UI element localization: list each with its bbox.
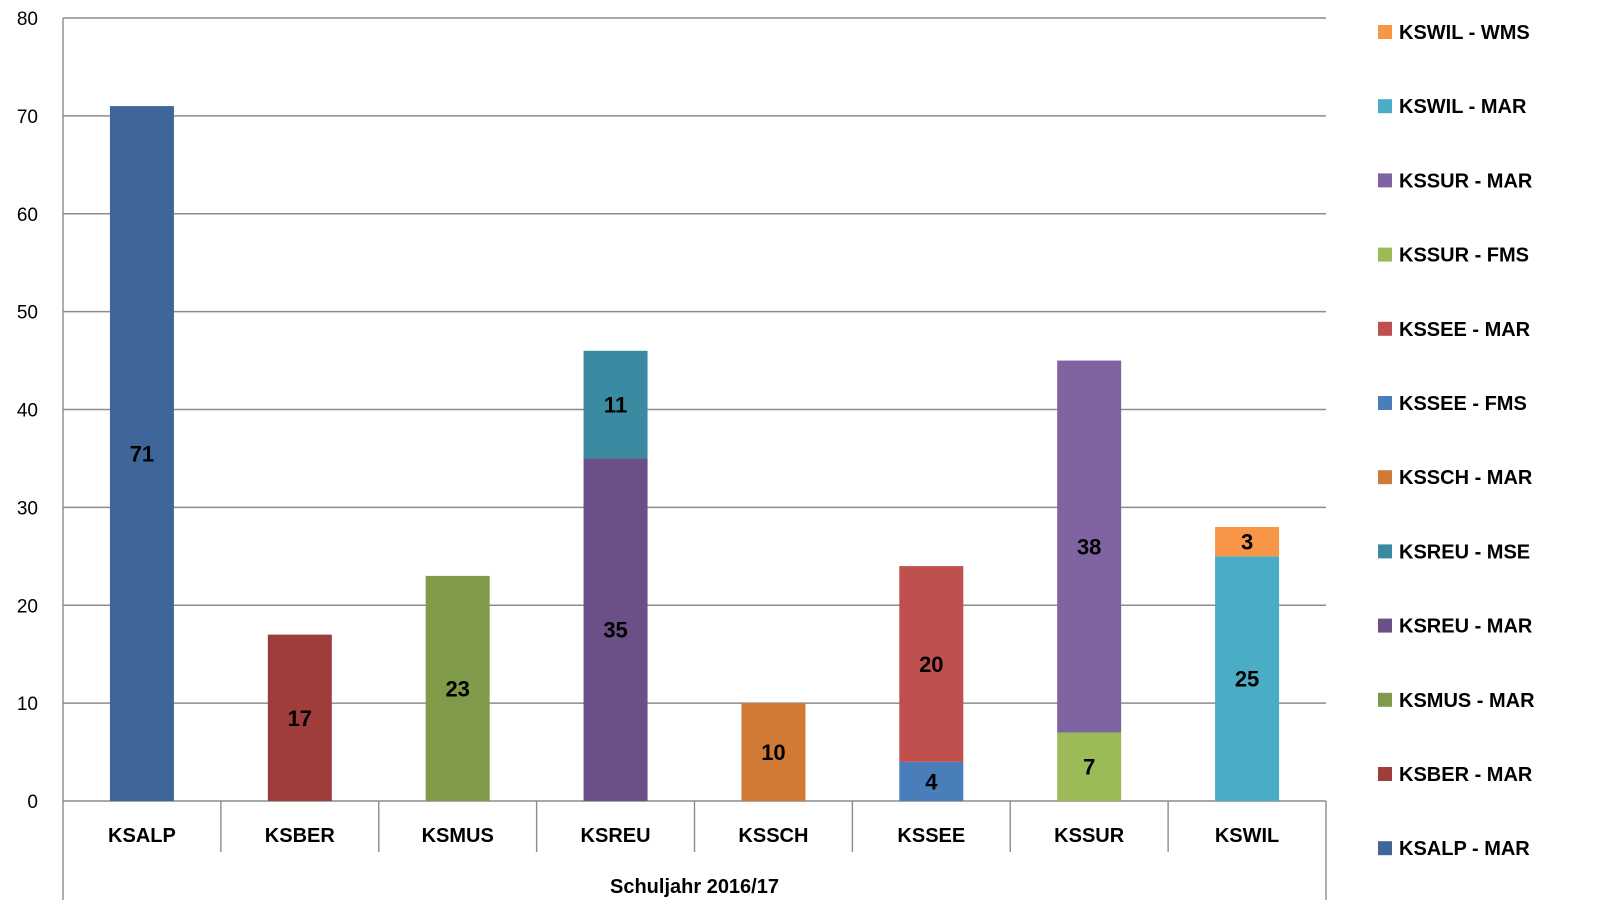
data-label: 4 [925, 769, 938, 794]
x-tick-label: KSMUS [422, 825, 494, 847]
bar-segment [1215, 526, 1280, 557]
bar-segment [583, 458, 648, 801]
legend-label: KSALP - MAR [1399, 838, 1530, 860]
legend-label: KSWIL - MAR [1399, 96, 1527, 118]
legend-swatch [1378, 544, 1392, 559]
data-label: 11 [604, 393, 627, 418]
bar-segment [899, 566, 964, 762]
data-label: 20 [919, 652, 943, 677]
x-tick-label: KSWIL [1215, 825, 1279, 847]
data-label: 38 [1077, 535, 1101, 560]
bar-segment [741, 703, 806, 801]
y-axis: 0 10 20 30 40 50 60 70 80 [17, 9, 1327, 900]
legend-swatch [1378, 247, 1392, 262]
y-tick-label: 0 [27, 792, 38, 813]
data-labels: 71 17 23 35 11 10 4 20 7 38 25 3 [130, 393, 1260, 795]
legend-swatch [1378, 841, 1392, 856]
bars [109, 106, 1280, 801]
y-tick-label: 60 [17, 205, 38, 226]
bar-segment [267, 634, 332, 801]
legend-label: KSBER - MAR [1399, 764, 1533, 786]
data-label: 17 [288, 706, 312, 731]
legend-label: KSSEE - FMS [1399, 393, 1527, 415]
data-label: 35 [603, 618, 627, 643]
legend-label: KSSEE - MAR [1399, 319, 1531, 341]
legend-swatch [1378, 470, 1392, 485]
y-tick-label: 70 [17, 107, 38, 128]
legend-label: KSMUS - MAR [1399, 690, 1535, 712]
bar-segment [1215, 556, 1280, 801]
data-label: 7 [1083, 755, 1095, 780]
bar-segment [109, 106, 174, 801]
legend-swatch [1378, 767, 1392, 781]
data-label: 3 [1241, 530, 1253, 555]
y-tick-label: 20 [17, 596, 38, 617]
x-tick-label: KSSUR [1054, 825, 1125, 847]
data-label: 71 [130, 442, 154, 467]
x-tick-label: KSSCH [738, 825, 808, 847]
bar-segment [1057, 360, 1122, 733]
legend-swatch [1378, 692, 1392, 707]
legend-label: KSREU - MSE [1399, 541, 1530, 563]
data-label: 10 [761, 740, 785, 765]
bar-segment [899, 761, 964, 801]
data-label: 23 [445, 676, 469, 701]
legend-label: KSREU - MAR [1399, 616, 1533, 638]
legend-label: KSSCH - MAR [1399, 467, 1533, 489]
y-tick-label: 30 [17, 498, 38, 519]
x-axis-label: Schuljahr 2016/17 [610, 876, 779, 898]
gridlines [63, 17, 1326, 802]
y-tick-label: 40 [17, 401, 38, 422]
legend-swatch [1378, 618, 1392, 633]
bar-segment [425, 575, 490, 801]
legend-swatch [1378, 173, 1392, 188]
legend: KSWIL - WMS KSWIL - MAR KSSUR - MAR KSSUR -… [1378, 22, 1535, 860]
legend-label: KSSUR - MAR [1399, 170, 1533, 192]
data-label: 25 [1235, 667, 1259, 692]
legend-label: KSWIL - WMS [1399, 22, 1530, 44]
bar-segment [1057, 732, 1122, 801]
legend-swatch [1378, 25, 1392, 39]
legend-swatch [1378, 321, 1392, 336]
x-tick-label: KSSEE [897, 825, 965, 847]
bar-segment [583, 350, 648, 459]
x-axis: Schuljahr 2016/17 KSALP KSBER KSMUS KSREU KS… [108, 801, 1279, 898]
y-tick-label: 50 [17, 303, 38, 324]
x-tick-label: KSALP [108, 825, 176, 847]
x-tick-label: KSREU [581, 825, 651, 847]
legend-swatch [1378, 396, 1392, 410]
y-tick-label: 10 [17, 694, 38, 715]
y-tick-label: 80 [17, 9, 38, 30]
x-tick-label: KSBER [265, 825, 336, 847]
legend-swatch [1378, 99, 1392, 114]
legend-label: KSSUR - FMS [1399, 245, 1529, 267]
